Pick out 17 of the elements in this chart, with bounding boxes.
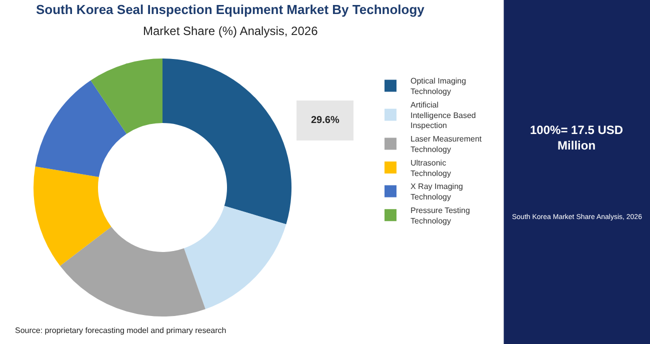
source-note: Source: proprietary forecasting model and primary research bbox=[15, 326, 226, 335]
legend-label: Optical Imaging Technology bbox=[410, 76, 466, 96]
legend-label: Laser Measurement Technology bbox=[410, 134, 482, 154]
text: 100%= 17.5 USD Million bbox=[530, 123, 624, 153]
legend-label: Pressure Testing Technology bbox=[410, 206, 470, 226]
donut-slice bbox=[34, 166, 112, 266]
donut-slice bbox=[90, 58, 162, 134]
chart-title: South Korea Seal Inspection Equipment Market By Technology bbox=[36, 2, 426, 17]
legend-label: X Ray Imaging Technology bbox=[410, 182, 463, 202]
donut-slice bbox=[184, 206, 286, 310]
legend-label: Ultrasonic Technology bbox=[410, 158, 451, 178]
donut-slice bbox=[35, 80, 127, 177]
legend-label: Artificial Intelligence Based Inspection bbox=[410, 100, 476, 130]
data-label: 29.6% bbox=[311, 115, 340, 126]
chart-subtitle: Market Share (%) Analysis, 2026 bbox=[143, 24, 318, 38]
donut-slice bbox=[162, 58, 292, 224]
donut-slice bbox=[60, 226, 206, 316]
